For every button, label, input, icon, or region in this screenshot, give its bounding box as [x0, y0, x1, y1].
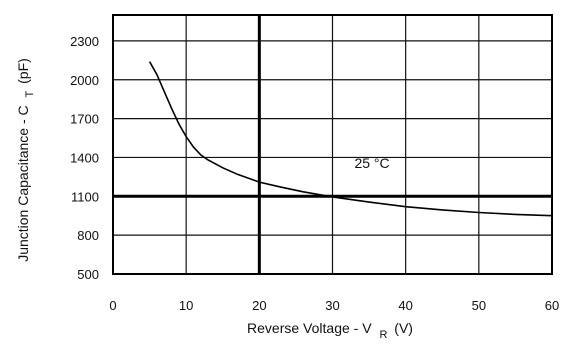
y-axis-label: Junction Capacitance - C T (pF)	[15, 58, 36, 262]
grid	[112, 15, 553, 275]
y-tick-label: 1100	[71, 189, 99, 204]
plot-frame	[112, 14, 553, 275]
y-tick-label: 1400	[70, 150, 99, 165]
y-tick-labels: 500 800 1100 1400 1700 2000 2300	[70, 34, 99, 282]
x-tick-label: 30	[325, 298, 339, 313]
x-tick-label: 60	[545, 298, 559, 313]
y-tick-label: 800	[77, 228, 99, 243]
capacitance-curve	[148, 61, 553, 217]
y-tick-label: 1700	[70, 112, 99, 127]
y-tick-label: 2300	[70, 34, 99, 49]
y-tick-label: 500	[77, 267, 99, 282]
y-tick-label: 2000	[70, 73, 99, 88]
y-axis-label-unit: (pF)	[15, 58, 31, 84]
x-axis-label-main: Reverse Voltage - V	[247, 320, 372, 336]
temperature-annotation: 25 °C	[354, 155, 389, 171]
x-axis-label: Reverse Voltage - V R (V)	[247, 320, 413, 341]
x-tick-labels: 0 10 20 30 40 50 60	[109, 298, 559, 313]
x-tick-label: 0	[109, 298, 116, 313]
x-tick-label: 20	[252, 298, 266, 313]
x-tick-label: 40	[398, 298, 412, 313]
x-axis-label-unit: (V)	[394, 320, 413, 336]
x-tick-label: 10	[179, 298, 193, 313]
y-axis-label-main: Junction Capacitance - C	[15, 105, 31, 261]
y-axis-label-subscript: T	[24, 90, 36, 97]
x-tick-label: 50	[472, 298, 486, 313]
x-axis-label-subscript: R	[379, 329, 387, 341]
